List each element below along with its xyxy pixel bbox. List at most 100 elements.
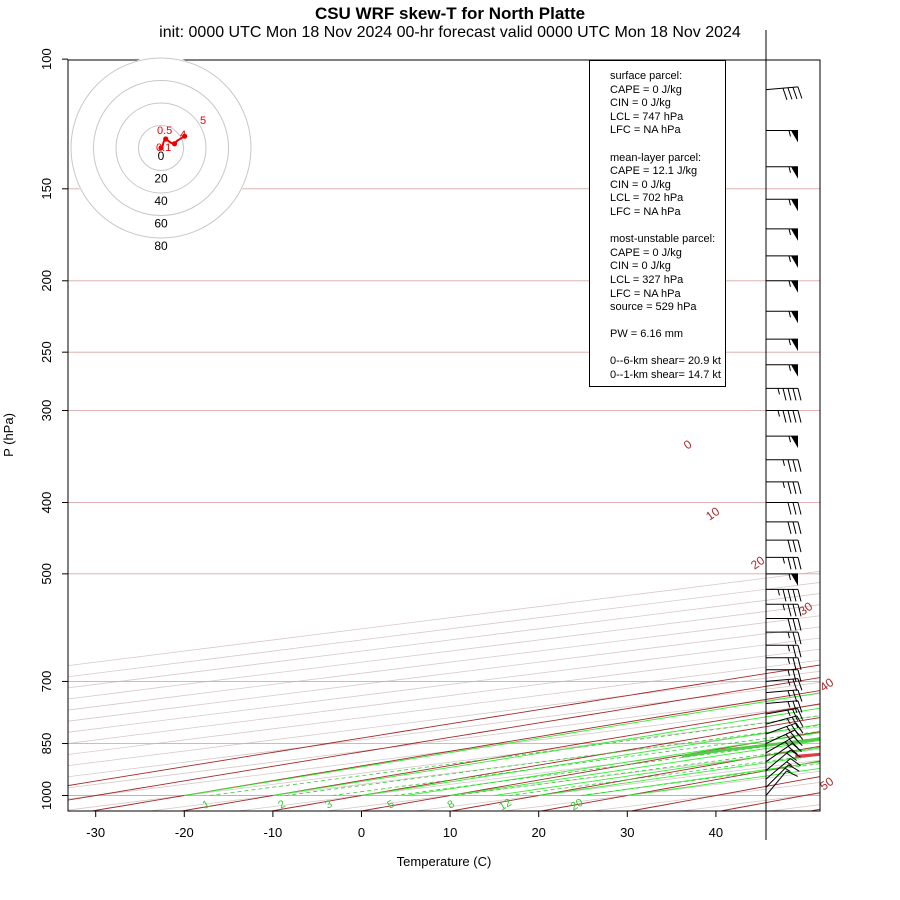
barb-half-feather [777, 388, 780, 395]
hodograph-ring [115, 102, 207, 194]
barb-half-feather [787, 690, 791, 697]
wind-barb [766, 669, 802, 682]
barb-feather [787, 604, 792, 617]
barb-feather [792, 645, 797, 658]
wind-barb [766, 459, 802, 472]
barb-feather [797, 388, 802, 401]
barb-shaft [765, 736, 794, 754]
x-tick-label: -10 [264, 825, 283, 840]
barb-shaft [765, 764, 789, 788]
wind-barb [765, 700, 803, 714]
barb-flag [791, 255, 798, 268]
isotherm-line [68, 615, 820, 711]
stat-line: CIN = 0 J/kg [610, 260, 671, 273]
mean-layer-parcel-block: mean-layer parcel: CAPE = 12.1 J/kg CIN … [610, 152, 725, 220]
barb-half-feather [788, 280, 791, 287]
dry-adiabat-line [181, 703, 820, 811]
barb-shaft [765, 689, 798, 694]
barb-feather [792, 604, 797, 617]
stat-line: LCL = 702 hPa [610, 192, 684, 205]
x-tick-label: 10 [443, 825, 457, 840]
wind-barb [766, 556, 802, 570]
wind-barb [766, 539, 802, 553]
wind-barb [766, 481, 802, 494]
barb-feather [792, 459, 797, 472]
wind-barb [765, 764, 800, 788]
barb-flag [791, 436, 798, 449]
wind-barb [765, 707, 804, 721]
mixing-ratio-label: 5 [385, 798, 396, 811]
x-tick-label: 30 [620, 825, 634, 840]
wind-barb [766, 631, 802, 645]
barb-feather [792, 589, 797, 602]
barb-feather [787, 521, 792, 534]
barb-half-feather [788, 166, 791, 173]
barb-flag [791, 364, 798, 377]
barb-half-feather [788, 199, 791, 206]
isotherm-line [68, 593, 820, 689]
wind-barb [766, 364, 798, 377]
barb-feather [797, 708, 804, 720]
mixing-ratio-label: 3 [323, 798, 334, 811]
barb-feather [792, 87, 798, 100]
barb-flag [791, 280, 798, 293]
barb-feather [792, 632, 797, 645]
moist-adiabat-line [494, 747, 820, 796]
stability-parameters-box: surface parcel: CAPE = 0 J/kg CIN = 0 J/… [589, 60, 726, 387]
barb-half-feather [787, 701, 791, 708]
wind-barb [766, 573, 798, 586]
x-axis-label: Temperature (C) [397, 854, 492, 869]
precipitable-water-block: PW = 6.16 mm [610, 328, 725, 342]
isotherm-line [68, 670, 820, 767]
stat-line: CIN = 0 J/kg [610, 97, 671, 110]
isotherm-line [68, 648, 820, 744]
hodograph-ring [70, 57, 252, 239]
wind-barb [766, 387, 802, 401]
stat-line: CAPE = 0 J/kg [610, 83, 682, 96]
y-tick-label: 300 [39, 400, 54, 422]
wind-barb [766, 435, 798, 449]
barb-feather [792, 388, 797, 401]
moist-adiabat-line [361, 724, 820, 796]
hodograph-ring-label: 0 [158, 149, 165, 163]
mixing-ratio-label: 8 [445, 798, 456, 811]
isotherm-line [68, 637, 820, 733]
stat-line: LFC = NA hPa [610, 287, 681, 300]
stat-line: 0--6-km shear= 20.9 kt [610, 355, 721, 368]
barb-half-feather [788, 130, 791, 137]
barb-feather [787, 745, 798, 755]
stat-line: source = 529 hPa [610, 301, 697, 314]
wind-barb [766, 129, 798, 143]
moist-adiabat-line [450, 739, 820, 796]
dry-adiabat-line [91, 690, 820, 811]
barb-feather [786, 752, 797, 761]
stat-line: LFC = NA hPa [610, 124, 681, 137]
x-tick-label: 40 [709, 825, 723, 840]
barb-feather [797, 645, 802, 658]
isotherm-line [68, 682, 820, 778]
y-tick-label: 100 [39, 48, 54, 70]
isotherm-line [68, 626, 820, 722]
barb-half-feather [788, 364, 791, 371]
barb-feather [792, 690, 798, 703]
barb-shaft [765, 729, 796, 744]
surface-parcel-block: surface parcel: CAPE = 0 J/kg CIN = 0 J/… [610, 70, 725, 138]
x-tick-label: 20 [531, 825, 545, 840]
mixing-ratio-label: 2 [276, 798, 287, 811]
barb-feather [787, 502, 792, 515]
dry-adiabat-line [271, 717, 820, 811]
barb-feather [789, 738, 799, 749]
barb-half-feather [788, 338, 791, 346]
barb-feather [797, 657, 802, 670]
barb-flag [791, 130, 798, 143]
barb-half-feather [787, 709, 791, 717]
barb-shaft [765, 743, 793, 763]
parcel-profile-line [845, 699, 900, 751]
hodograph-height-label: 4 [180, 129, 186, 141]
hodograph-ring [138, 125, 184, 171]
barb-feather [787, 589, 792, 602]
barb-feather [791, 716, 799, 729]
barb-shaft [765, 86, 798, 91]
barb-shaft [765, 758, 791, 780]
wind-barb [765, 722, 804, 736]
